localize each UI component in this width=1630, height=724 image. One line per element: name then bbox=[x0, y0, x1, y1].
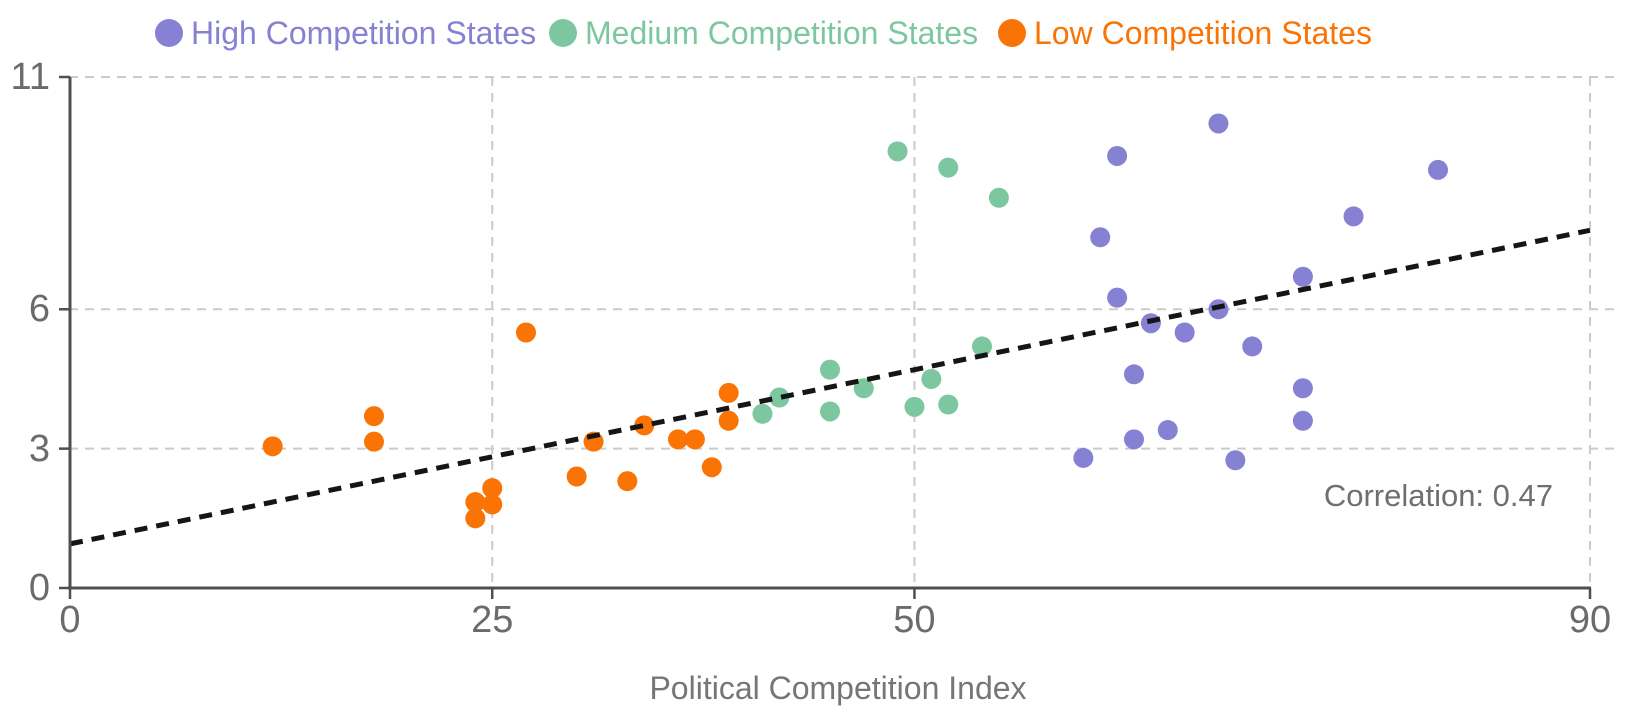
data-point-series-2 bbox=[566, 466, 587, 487]
data-point-series-1 bbox=[769, 387, 790, 408]
data-point-series-0 bbox=[1292, 266, 1313, 287]
data-point-series-1 bbox=[887, 141, 908, 162]
data-point-series-0 bbox=[1292, 410, 1313, 431]
x-tick-label-0: 0 bbox=[59, 599, 81, 641]
x-axis-title: Political Competition Index bbox=[649, 670, 1027, 706]
y-tick-label-0: 0 bbox=[28, 567, 50, 609]
data-point-series-0 bbox=[1073, 447, 1094, 468]
data-point-series-2 bbox=[668, 429, 688, 450]
data-point-series-0 bbox=[1428, 159, 1448, 180]
y-tick-label-3: 3 bbox=[28, 427, 50, 470]
data-point-series-2 bbox=[482, 478, 503, 499]
data-point-series-0 bbox=[1124, 429, 1144, 450]
data-point-series-2 bbox=[364, 431, 384, 452]
legend-item-high-competition: High Competition States bbox=[155, 16, 536, 50]
legend-item-medium-competition: Medium Competition States bbox=[549, 16, 978, 50]
x-tick-label-90: 90 bbox=[1568, 599, 1612, 641]
trend-line bbox=[69, 227, 1591, 547]
data-point-series-0 bbox=[1242, 336, 1263, 357]
legend-label-high: High Competition States bbox=[191, 15, 537, 51]
data-point-series-0 bbox=[1292, 378, 1313, 399]
data-point-series-2 bbox=[617, 471, 638, 492]
data-point-series-2 bbox=[262, 436, 283, 457]
data-point-series-2 bbox=[465, 508, 486, 529]
data-point-series-0 bbox=[1208, 113, 1229, 134]
data-point-series-2 bbox=[634, 415, 655, 436]
x-tick-label-25: 25 bbox=[471, 599, 514, 641]
data-point-series-2 bbox=[718, 382, 739, 403]
legend-marker-high-icon bbox=[155, 19, 183, 47]
data-point-series-1 bbox=[972, 336, 992, 357]
data-point-series-1 bbox=[904, 396, 925, 417]
y-tick-label-11: 11 bbox=[10, 56, 50, 98]
data-point-series-1 bbox=[752, 403, 773, 424]
legend-label-medium: Medium Competition States bbox=[585, 15, 979, 51]
data-point-series-0 bbox=[1124, 364, 1144, 385]
data-point-series-1 bbox=[938, 157, 959, 178]
data-point-series-1 bbox=[988, 187, 1009, 208]
data-point-series-2 bbox=[482, 494, 503, 515]
data-point-series-0 bbox=[1225, 450, 1246, 471]
data-point-series-1 bbox=[921, 368, 942, 389]
data-point-series-1 bbox=[820, 359, 840, 380]
data-point-series-0 bbox=[1107, 287, 1128, 308]
correlation-annotation: Correlation: 0.47 bbox=[1323, 478, 1553, 513]
x-tick-label-50: 50 bbox=[893, 599, 936, 641]
data-point-series-1 bbox=[938, 394, 959, 415]
data-point-series-2 bbox=[701, 457, 722, 478]
legend-item-low-competition: Low Competition States bbox=[998, 16, 1372, 50]
data-point-series-0 bbox=[1157, 420, 1178, 441]
data-point-series-1 bbox=[820, 401, 840, 422]
data-point-series-0 bbox=[1090, 227, 1111, 248]
data-point-series-2 bbox=[364, 406, 384, 427]
y-tick-label-6: 6 bbox=[28, 288, 50, 331]
data-point-series-2 bbox=[516, 322, 536, 343]
data-point-series-2 bbox=[684, 429, 705, 450]
legend-marker-low-icon bbox=[998, 19, 1026, 47]
data-point-series-0 bbox=[1107, 145, 1128, 166]
data-point-series-2 bbox=[465, 492, 486, 513]
data-point-series-0 bbox=[1343, 206, 1364, 227]
legend-marker-medium-icon bbox=[549, 19, 577, 47]
data-point-series-0 bbox=[1174, 322, 1195, 343]
legend-label-low: Low Competition States bbox=[1034, 15, 1372, 51]
data-point-series-2 bbox=[718, 410, 739, 431]
